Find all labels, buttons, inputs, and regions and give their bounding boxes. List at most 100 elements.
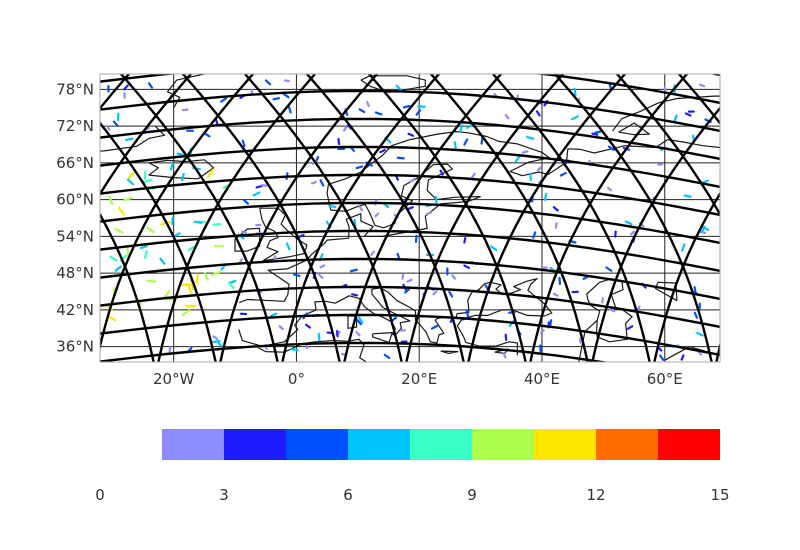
wind-vector [374, 111, 383, 116]
wind-vector [521, 150, 529, 154]
wind-vector [414, 234, 418, 243]
wind-vector [549, 319, 553, 328]
wind-vector [383, 353, 391, 360]
wind-vector [207, 168, 214, 179]
lat-tick-label: 72°N [56, 117, 94, 135]
wind-vector [673, 114, 678, 123]
coastline [239, 196, 481, 304]
wind-vector [680, 354, 685, 361]
wind-vector [159, 257, 166, 265]
wind-vector [143, 250, 148, 259]
wind-vector [287, 105, 292, 114]
wind-vector [407, 132, 415, 137]
wind-vector [358, 108, 366, 114]
wind-vector [379, 149, 386, 154]
wind-vector [463, 237, 467, 244]
wind-vector [683, 194, 692, 198]
wind-vector [526, 135, 535, 140]
wind-vector [480, 136, 484, 145]
wind-vector [630, 230, 636, 236]
mesh-line [754, 0, 800, 476]
wind-vector [212, 335, 219, 340]
colorbar-bin [534, 429, 596, 460]
wind-vector [463, 138, 469, 146]
wind-vector [241, 230, 248, 234]
wind-vector [290, 348, 299, 352]
wind-vector [573, 87, 577, 97]
colorbar-bins [162, 429, 720, 460]
wind-vector [605, 266, 613, 272]
wind-vector [176, 152, 185, 157]
wind-vector [193, 220, 203, 224]
wind-vector [163, 289, 171, 299]
coastline [148, 159, 215, 180]
wind-vector [406, 278, 413, 283]
wind-vector [539, 344, 542, 353]
colorbar: 0 3 6 9 12 15 [95, 429, 730, 504]
wind-vector [261, 183, 268, 187]
wind-vector [122, 196, 133, 202]
wind-vector [536, 166, 542, 172]
wind-vector [366, 100, 370, 107]
map-axes: 78°N72°N66°N60°N54°N48°N42°N36°N 20°W 0° 2… [56, 0, 800, 476]
wind-vector [552, 292, 559, 297]
wind-vector [559, 171, 567, 177]
wind-vector [570, 115, 579, 121]
wind-vector [356, 318, 362, 326]
wind-vector [328, 204, 337, 209]
mesh-line [243, 74, 403, 362]
wind-vector [293, 273, 301, 278]
lat-tick-label: 54°N [56, 227, 94, 245]
wind-vector [112, 120, 119, 127]
wind-vector [310, 180, 317, 185]
wind-vector [607, 145, 615, 151]
wind-vector [172, 232, 181, 238]
colorbar-tick-labels: 0 3 6 9 12 15 [95, 486, 729, 504]
mesh-line [100, 121, 217, 362]
wind-vector [626, 325, 634, 330]
wind-vector [539, 329, 545, 335]
mesh-line [100, 285, 720, 329]
wind-vector [693, 311, 699, 319]
wind-vector [374, 212, 380, 218]
wind-vector [117, 206, 126, 216]
wind-vector [451, 274, 457, 280]
wind-vector [351, 293, 359, 297]
colorbar-bin [348, 429, 410, 460]
wind-vector [126, 247, 130, 258]
wind-vector [146, 279, 157, 283]
wind-vector [402, 104, 411, 109]
map-content [100, 0, 800, 476]
colorbar-bin [224, 429, 286, 460]
coastline [360, 75, 426, 93]
mesh-line [491, 74, 651, 362]
wind-vector [195, 273, 199, 284]
wind-vector [700, 225, 706, 234]
wind-vector [659, 354, 665, 361]
mesh-line [467, 74, 627, 362]
mesh-line [100, 74, 255, 352]
coastline [258, 338, 367, 362]
colorbar-bin [658, 429, 720, 460]
colorbar-bin [286, 429, 348, 460]
wind-vector [698, 83, 706, 88]
wind-vector [693, 286, 697, 294]
mesh-line [367, 74, 527, 362]
mesh-line [100, 341, 610, 362]
wind-vector [404, 287, 411, 294]
mesh-line [119, 74, 279, 362]
wind-vector [318, 273, 324, 279]
wind-vector [490, 245, 498, 252]
lat-tick-label: 78°N [56, 80, 94, 98]
wind-vector [578, 337, 582, 344]
wind-vector [504, 113, 510, 120]
latitude-tick-labels: 78°N 72°N 66°N 60°N 54°N 48°N 42°N 36°N [56, 80, 94, 355]
wind-vector [395, 84, 403, 92]
wind-vector [319, 179, 325, 187]
wind-vector [529, 172, 533, 181]
lon-tick-label: 20°E [401, 370, 437, 388]
wind-vector [305, 323, 311, 329]
wind-vector [684, 112, 692, 117]
wind-vector [606, 186, 613, 192]
wind-vector [278, 325, 284, 331]
